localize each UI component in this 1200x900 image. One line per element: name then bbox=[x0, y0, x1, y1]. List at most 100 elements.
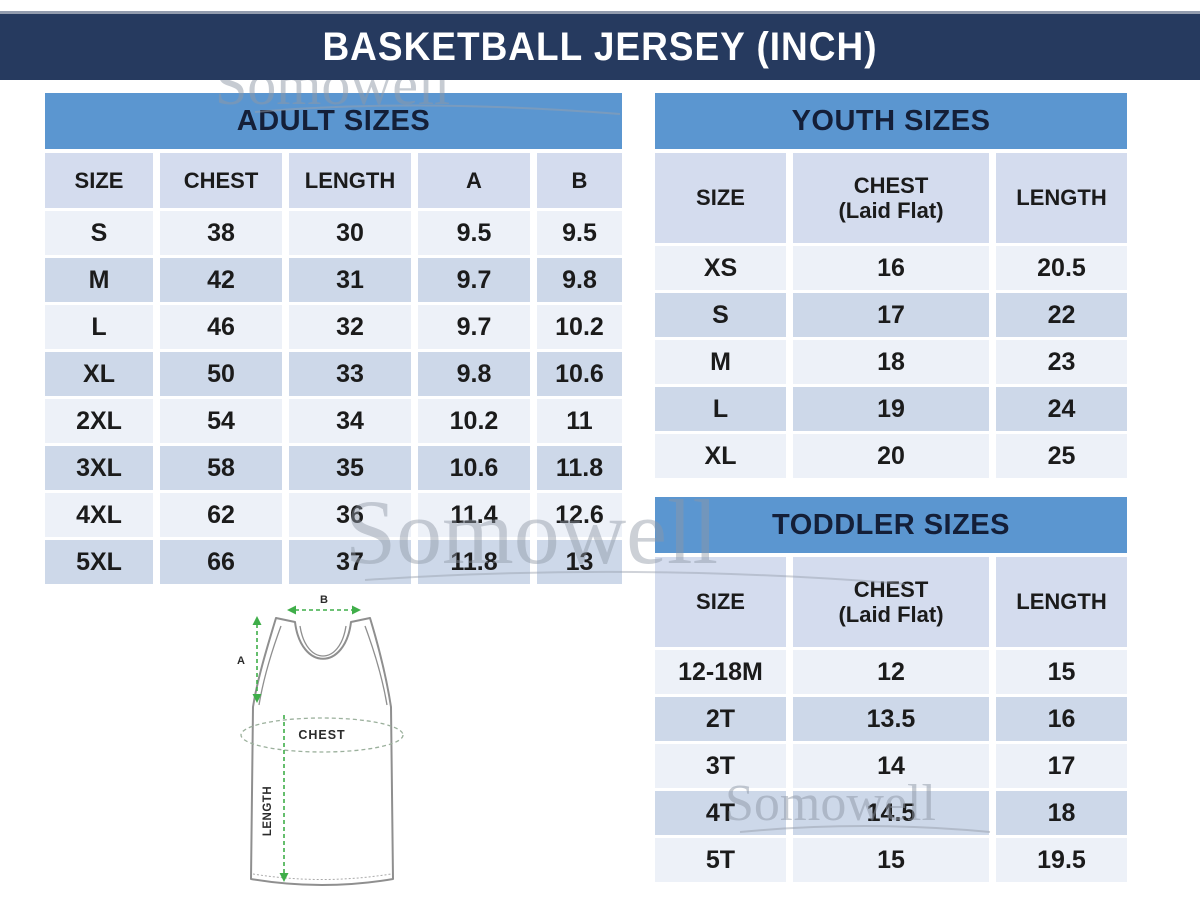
length-label: LENGTH bbox=[262, 786, 274, 836]
toddler-table-grid: SIZE CHEST (Laid Flat) LENGTH 12-18M 12 … bbox=[655, 557, 1127, 882]
table-cell: L bbox=[655, 387, 786, 431]
table-cell: 5XL bbox=[45, 540, 153, 584]
youth-col-length: LENGTH bbox=[996, 153, 1127, 243]
table-cell: 36 bbox=[289, 493, 411, 537]
table-cell: 35 bbox=[289, 446, 411, 490]
table-cell: S bbox=[655, 293, 786, 337]
table-cell: 10.6 bbox=[537, 352, 622, 396]
table-cell: 11.4 bbox=[418, 493, 530, 537]
table-cell: 11.8 bbox=[418, 540, 530, 584]
adult-table-grid: SIZE CHEST LENGTH A B S 38 30 9.5 9.5 M … bbox=[45, 153, 622, 584]
table-cell: 10.2 bbox=[418, 399, 530, 443]
adult-col-a: A bbox=[418, 153, 530, 208]
table-cell: 3T bbox=[655, 744, 786, 788]
table-cell: 17 bbox=[996, 744, 1127, 788]
table-cell: 14.5 bbox=[793, 791, 989, 835]
table-cell: 50 bbox=[160, 352, 282, 396]
top-divider-line bbox=[0, 11, 1200, 14]
chest-sublabel: (Laid Flat) bbox=[838, 602, 944, 627]
table-cell: 11.8 bbox=[537, 446, 622, 490]
chest-label: CHEST bbox=[298, 728, 345, 742]
chest-label: CHEST bbox=[853, 172, 929, 198]
table-cell: 9.5 bbox=[537, 211, 622, 255]
title-banner: BASKETBALL JERSEY (INCH) bbox=[0, 14, 1200, 80]
table-cell: 38 bbox=[160, 211, 282, 255]
table-cell: 33 bbox=[289, 352, 411, 396]
jersey-diagram: B A CHEST LENGTH bbox=[237, 594, 404, 886]
table-cell: 15 bbox=[996, 650, 1127, 694]
left-armhole-binding bbox=[258, 625, 282, 706]
a-label: A bbox=[237, 655, 245, 667]
b-label: B bbox=[320, 594, 328, 606]
table-cell: 9.5 bbox=[418, 211, 530, 255]
table-cell: 10.6 bbox=[418, 446, 530, 490]
table-cell: S bbox=[45, 211, 153, 255]
table-cell: M bbox=[45, 258, 153, 302]
adult-col-b: B bbox=[537, 153, 622, 208]
adult-col-length: LENGTH bbox=[289, 153, 411, 208]
table-cell: 54 bbox=[160, 399, 282, 443]
table-cell: 9.7 bbox=[418, 258, 530, 302]
chest-label: CHEST bbox=[853, 576, 929, 602]
table-cell: M bbox=[655, 340, 786, 384]
table-cell: 5T bbox=[655, 838, 786, 882]
right-armhole-binding bbox=[364, 625, 388, 706]
table-cell: L bbox=[45, 305, 153, 349]
table-cell: 13 bbox=[537, 540, 622, 584]
table-cell: 15 bbox=[793, 838, 989, 882]
table-cell: 18 bbox=[996, 791, 1127, 835]
table-cell: 62 bbox=[160, 493, 282, 537]
table-cell: XS bbox=[655, 246, 786, 290]
table-cell: 17 bbox=[793, 293, 989, 337]
toddler-sizes-table: TODDLER SIZES SIZE CHEST (Laid Flat) LEN… bbox=[655, 497, 1127, 882]
arrow-down-icon bbox=[279, 873, 289, 882]
table-cell: 20 bbox=[793, 434, 989, 478]
table-cell: 42 bbox=[160, 258, 282, 302]
table-cell: 12-18M bbox=[655, 650, 786, 694]
table-cell: 37 bbox=[289, 540, 411, 584]
table-cell: 66 bbox=[160, 540, 282, 584]
table-cell: 16 bbox=[996, 697, 1127, 741]
table-cell: 58 bbox=[160, 446, 282, 490]
table-cell: 23 bbox=[996, 340, 1127, 384]
chest-measure-ellipse bbox=[240, 717, 404, 753]
chest-label-backing bbox=[289, 725, 355, 741]
table-cell: 19 bbox=[793, 387, 989, 431]
table-cell: 20.5 bbox=[996, 246, 1127, 290]
table-cell: 30 bbox=[289, 211, 411, 255]
toddler-col-chest: CHEST (Laid Flat) bbox=[793, 557, 989, 647]
youth-table-title: YOUTH SIZES bbox=[655, 93, 1127, 149]
table-cell: 24 bbox=[996, 387, 1127, 431]
arrow-down-icon bbox=[252, 694, 262, 703]
hem-stitching bbox=[252, 873, 392, 880]
table-cell: 2XL bbox=[45, 399, 153, 443]
youth-col-chest: CHEST (Laid Flat) bbox=[793, 153, 989, 243]
table-cell: 11 bbox=[537, 399, 622, 443]
table-cell: 12 bbox=[793, 650, 989, 694]
table-cell: XL bbox=[655, 434, 786, 478]
table-cell: 4T bbox=[655, 791, 786, 835]
table-cell: 10.2 bbox=[537, 305, 622, 349]
table-cell: 22 bbox=[996, 293, 1127, 337]
table-cell: 19.5 bbox=[996, 838, 1127, 882]
page-title: BASKETBALL JERSEY (INCH) bbox=[322, 24, 878, 69]
toddler-col-size: SIZE bbox=[655, 557, 786, 647]
neckline-binding bbox=[299, 625, 347, 657]
adult-sizes-table: ADULT SIZES SIZE CHEST LENGTH A B S 38 3… bbox=[45, 93, 622, 584]
arrow-right-icon bbox=[352, 605, 361, 615]
youth-col-size: SIZE bbox=[655, 153, 786, 243]
adult-col-size: SIZE bbox=[45, 153, 153, 208]
table-cell: 25 bbox=[996, 434, 1127, 478]
chest-sublabel: (Laid Flat) bbox=[838, 198, 944, 223]
table-cell: 9.8 bbox=[418, 352, 530, 396]
table-cell: 9.8 bbox=[537, 258, 622, 302]
table-cell: 3XL bbox=[45, 446, 153, 490]
youth-sizes-table: YOUTH SIZES SIZE CHEST (Laid Flat) LENGT… bbox=[655, 93, 1127, 478]
table-cell: 2T bbox=[655, 697, 786, 741]
table-cell: 12.6 bbox=[537, 493, 622, 537]
adult-col-chest: CHEST bbox=[160, 153, 282, 208]
table-cell: 16 bbox=[793, 246, 989, 290]
table-cell: 9.7 bbox=[418, 305, 530, 349]
youth-table-grid: SIZE CHEST (Laid Flat) LENGTH XS 16 20.5… bbox=[655, 153, 1127, 478]
